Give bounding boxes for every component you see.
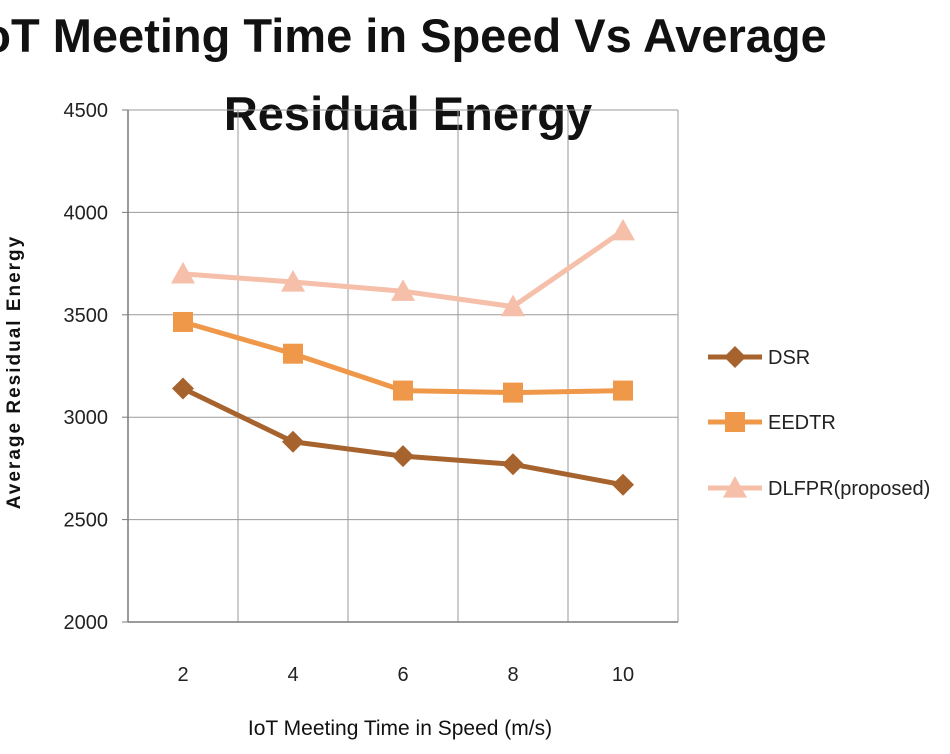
- legend-item-eedtr: EEDTR: [708, 412, 836, 434]
- data-point-dlfpr-proposed: [611, 218, 635, 241]
- x-tick-labels: 2 4 6 8 10: [177, 664, 634, 686]
- gridlines: [127, 109, 679, 623]
- data-point-eedtr: [173, 311, 193, 332]
- chart-title-line-1: IoT Meeting Time in Speed Vs Average: [0, 9, 827, 62]
- y-tick-label: 4500: [64, 100, 109, 122]
- legend-marker: [725, 412, 745, 432]
- legend-label: DLFPR(proposed): [768, 478, 930, 500]
- y-tick-label: 3000: [64, 407, 109, 429]
- legend-item-dlfpr-proposed: DLFPR(proposed): [708, 476, 930, 500]
- legend-item-dsr: DSR: [708, 346, 810, 369]
- data-point-eedtr: [503, 382, 523, 403]
- series-dlfpr-proposed: [171, 218, 635, 317]
- y-tick-label: 4000: [64, 202, 109, 224]
- chart-title: IoT Meeting Time in Speed Vs Average Res…: [0, 9, 827, 140]
- series-eedtr: [173, 311, 633, 403]
- y-tick-label: 2500: [64, 510, 109, 532]
- data-point-dsr: [612, 473, 634, 496]
- y-tick-label: 3500: [64, 305, 109, 327]
- legend-label: EEDTR: [768, 412, 836, 434]
- data-point-dlfpr-proposed: [501, 294, 525, 317]
- data-point-dsr: [282, 430, 304, 453]
- y-axis-label: Average Residual Energy: [4, 235, 25, 509]
- series-line-dsr: [181, 386, 624, 488]
- data-point-dsr: [502, 453, 524, 476]
- data-point-eedtr: [393, 380, 413, 401]
- legend-label: DSR: [768, 347, 810, 369]
- x-tick-label: 4: [287, 664, 298, 686]
- data-point-dlfpr-proposed: [281, 270, 305, 292]
- x-tick-label: 2: [177, 664, 188, 686]
- data-point-dlfpr-proposed: [391, 279, 415, 301]
- data-point-eedtr: [283, 343, 303, 364]
- data-point-dsr: [392, 445, 414, 468]
- y-tick-labels: 2000 2500 3000 3500 4000 4500: [64, 100, 109, 634]
- data-point-eedtr: [613, 380, 633, 401]
- series: [171, 218, 635, 496]
- x-tick-label: 6: [397, 664, 408, 686]
- x-tick-label: 10: [612, 664, 634, 686]
- x-tick-label: 8: [507, 664, 518, 686]
- legend-marker: [723, 476, 747, 498]
- series-dsr: [172, 377, 634, 496]
- data-point-dsr: [172, 377, 194, 400]
- chart-title-line-2: Residual Energy: [224, 87, 592, 140]
- x-axis-label: IoT Meeting Time in Speed (m/s): [248, 717, 552, 740]
- data-point-dlfpr-proposed: [171, 261, 195, 284]
- y-tick-label: 2000: [64, 612, 109, 634]
- legend: DSR EEDTR DLFPR(proposed): [708, 346, 930, 500]
- axes: [122, 109, 678, 623]
- legend-marker: [724, 346, 746, 368]
